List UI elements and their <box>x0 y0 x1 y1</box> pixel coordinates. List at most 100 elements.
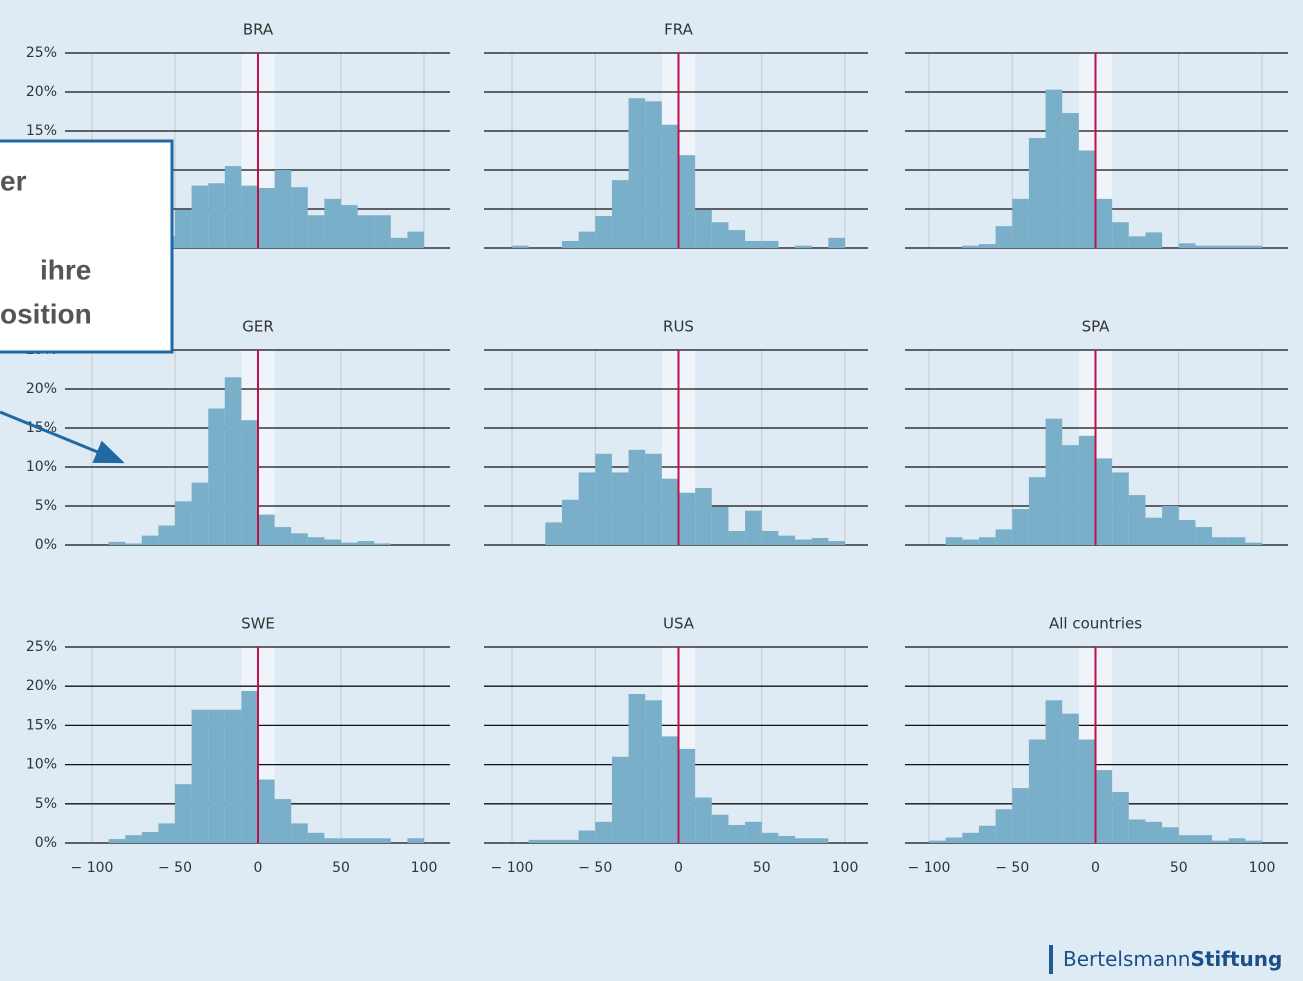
bar <box>995 809 1013 843</box>
panel-title: SPA <box>1082 318 1111 336</box>
bar <box>828 237 845 248</box>
x-tick-label: 50 <box>1170 860 1188 876</box>
y-tick-label: 5% <box>35 796 57 812</box>
bar <box>728 824 746 843</box>
bar <box>1212 245 1229 248</box>
bar <box>628 98 646 249</box>
bar <box>1212 537 1229 545</box>
bar <box>324 539 341 545</box>
bar <box>962 539 979 545</box>
x-tick-label: − 100 <box>908 860 951 876</box>
callout-text: osition <box>0 298 92 329</box>
bar <box>828 541 845 545</box>
bar <box>1162 506 1179 545</box>
panel-title: SWE <box>241 615 275 633</box>
x-tick-label: 100 <box>832 860 859 876</box>
bar <box>1195 527 1213 545</box>
bar <box>341 542 358 545</box>
bar <box>1195 835 1213 843</box>
bar <box>108 839 126 843</box>
bar <box>224 166 242 248</box>
bar <box>274 170 292 248</box>
bar <box>978 244 996 248</box>
bar <box>208 709 225 843</box>
bar <box>1145 232 1163 248</box>
x-tick-label: 100 <box>1249 860 1276 876</box>
bar <box>158 525 175 545</box>
bar <box>1178 835 1196 843</box>
bar <box>978 537 996 545</box>
bar <box>1095 770 1113 843</box>
bar <box>357 541 375 545</box>
bar <box>611 756 629 843</box>
bar <box>1228 838 1246 843</box>
bar <box>1012 788 1029 843</box>
bar <box>1045 700 1063 843</box>
panel-title: All countries <box>1049 615 1142 633</box>
bar <box>661 478 679 545</box>
bar <box>811 537 829 545</box>
bar <box>258 514 275 545</box>
bar <box>661 124 679 248</box>
bar <box>175 209 192 248</box>
bar <box>108 541 126 545</box>
bar <box>929 840 946 843</box>
y-tick-label: 20% <box>26 381 57 397</box>
logo: BertelsmannStiftung <box>1063 947 1282 971</box>
callout-text: ihre <box>40 254 91 285</box>
bar <box>324 198 341 248</box>
bar <box>390 237 408 248</box>
bar <box>545 522 562 545</box>
y-tick-label: 10% <box>26 459 57 475</box>
bar <box>208 183 225 248</box>
bar <box>561 839 579 843</box>
bar <box>695 797 712 843</box>
bar <box>274 527 292 545</box>
bar <box>191 709 209 843</box>
panel-title: GER <box>242 318 274 336</box>
bar <box>1028 477 1046 545</box>
bar <box>291 823 308 843</box>
bar <box>125 835 142 843</box>
bar <box>978 825 996 843</box>
bar <box>1062 445 1079 545</box>
bar <box>374 543 391 545</box>
bar <box>512 245 529 248</box>
y-tick-label: 0% <box>35 835 57 851</box>
bar <box>324 838 341 843</box>
bar <box>711 222 729 248</box>
bar <box>678 492 696 545</box>
bar <box>711 814 729 843</box>
bar <box>645 453 662 545</box>
bar <box>1178 243 1196 248</box>
bar <box>1145 517 1163 545</box>
bar <box>1028 138 1046 248</box>
x-tick-label: 0 <box>254 860 263 876</box>
bar <box>307 832 325 843</box>
bar <box>578 830 596 843</box>
bar <box>728 230 746 248</box>
bar <box>1162 827 1179 843</box>
bar <box>307 215 325 248</box>
bar <box>611 472 629 545</box>
bar <box>1078 739 1096 843</box>
bar <box>595 216 612 248</box>
x-tick-label: − 100 <box>71 860 114 876</box>
bar <box>561 499 579 545</box>
bar <box>191 185 209 248</box>
bar <box>945 837 963 843</box>
bar <box>761 832 779 843</box>
bar <box>645 700 662 843</box>
bar <box>241 185 258 248</box>
bar <box>595 453 612 545</box>
x-tick-label: 50 <box>753 860 771 876</box>
bar <box>795 838 812 843</box>
bar <box>628 694 646 843</box>
logo-bold: Stiftung <box>1190 947 1282 971</box>
bar <box>1095 198 1113 248</box>
bar <box>1128 236 1146 248</box>
bar <box>1062 713 1079 843</box>
bar <box>175 501 192 545</box>
bar <box>661 736 679 843</box>
